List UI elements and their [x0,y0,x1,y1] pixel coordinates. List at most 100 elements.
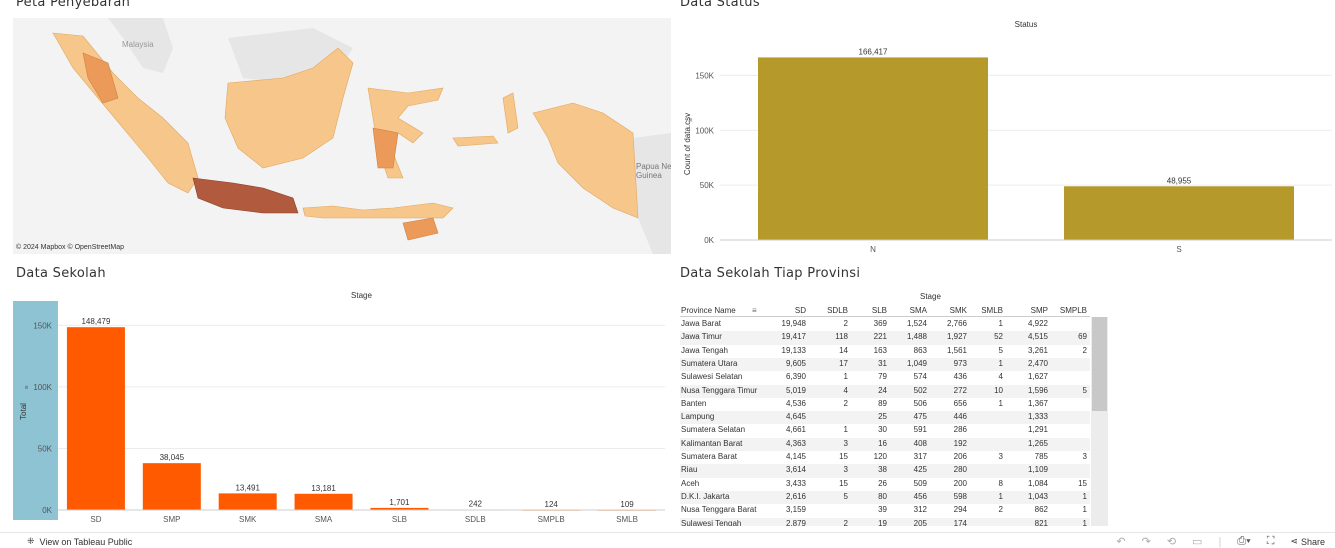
tableau-logo-icon: ⁜ [27,536,35,546]
x-tick-label: SMPLB [538,515,565,524]
value-cell: 3,261 [1027,345,1048,355]
value-cell: 3,433 [785,478,806,488]
chart-title: Stage [351,291,372,300]
view-on-tableau-link[interactable]: ⁜ View on Tableau Public [27,536,132,547]
redo-icon[interactable]: ↷ [1141,536,1151,548]
column-header[interactable]: SD [794,306,806,315]
table-row[interactable]: Sumatera Utara 9,605 17 31 1,049 973 1 2,470 [680,357,1090,372]
table-row[interactable]: Nusa Tenggara Timur 5,019 4 24 502 272 10 1,596… [680,384,1090,398]
bar[interactable] [218,493,277,510]
column-header[interactable]: SMLB [981,306,1003,315]
malaysia-label: Malaysia [122,40,154,49]
value-cell: 5 [843,491,848,501]
table-row[interactable]: Jawa Tengah 19,133 14 163 863 1,561 5 3,261 2 [680,345,1090,358]
value-cell: 52 [994,332,1003,342]
value-cell: 6,390 [785,372,806,382]
bar[interactable] [142,463,201,510]
table-row[interactable]: Sumatera Barat 4,145 15 120 317 206 3 785 3 [680,451,1090,464]
table-row[interactable]: Jawa Barat 19,948 2 369 1,524 2,766 1 4,922 [680,318,1090,331]
value-cell: 38 [878,465,887,475]
map-attribution[interactable]: © 2024 Mapbox © OpenStreetMap [16,244,124,251]
sumatera-utara-region[interactable] [82,52,119,104]
value-cell: 174 [953,518,967,527]
value-cell: 4,922 [1027,319,1048,328]
papua-region[interactable] [532,102,639,219]
map-canvas[interactable] [13,18,671,254]
value-cell: 1 [1082,505,1087,515]
province-table[interactable]: Stage Province Name SD SDLB SLB SMA SMK SMLB SM… [680,288,1110,526]
value-cell: 1 [843,372,848,382]
bar[interactable] [1064,186,1294,240]
column-header[interactable]: SMK [949,306,967,315]
bar-value-label: 166,417 [859,47,888,56]
nusa-tenggara-region[interactable] [302,202,454,219]
maluku-utara-region[interactable] [502,92,519,134]
province-name-cell: Banten [681,398,707,408]
indonesia-map[interactable]: Malaysia Papua Ne Guinea © 2024 Mapbox ©… [13,18,671,254]
bar[interactable] [66,327,125,510]
fullscreen-icon[interactable]: ⛶ [1266,535,1275,547]
value-cell: 2,879 [785,518,806,527]
y-tick-label: 100K [33,383,52,392]
sumatra-region[interactable] [52,32,199,194]
share-label: Share [1300,536,1325,547]
value-cell: 2 [843,319,848,328]
value-cell: 3,614 [785,465,806,475]
bar[interactable] [294,493,353,510]
sort-icon[interactable]: ≡ [24,385,31,389]
status-chart-svg[interactable]: Status 0K 50K 100K 150K Count of data.csv≡ 166… [680,18,1332,258]
value-cell: 206 [953,452,967,461]
table-row[interactable]: Nusa Tenggara Barat 3,159 39 312 294 2 862 1 [680,504,1090,517]
kalimantan-region[interactable] [224,47,354,169]
value-cell: 15 [839,478,848,488]
table-row[interactable]: Aceh 3,433 15 26 509 200 8 1,084 15 [680,478,1090,491]
table-scrollbar[interactable] [1091,317,1108,526]
value-cell: 506 [913,398,927,408]
value-cell: 25 [878,412,887,422]
column-header[interactable]: SMA [909,306,927,315]
value-cell: 446 [953,412,967,422]
share-button[interactable]: ⋖ Share [1290,536,1325,547]
column-header-province[interactable]: Province Name [681,306,736,315]
value-cell: 4,661 [785,425,806,435]
value-cell: 31 [878,358,887,368]
column-header[interactable]: SMP [1030,306,1048,315]
value-cell: 1,084 [1027,478,1048,488]
status-bar-chart[interactable]: Status 0K 50K 100K 150K Count of data.csv ≡ 166… [680,18,1332,258]
table-row[interactable]: Riau 3,614 3 38 425 280 1,109 [680,464,1090,478]
sulawesi-selatan-region[interactable] [372,127,399,169]
toolbar-divider: | [1218,535,1222,548]
value-cell: 1,291 [1027,425,1048,435]
value-cell: 1,265 [1027,438,1048,448]
table-row[interactable]: D.K.I. Jakarta 2,616 5 80 456 598 1 1,043 1 [680,490,1090,505]
column-header[interactable]: SLB [871,306,887,315]
pause-icon[interactable]: ▭ [1192,536,1203,548]
bar[interactable] [758,57,988,240]
table-row[interactable]: Sulawesi Selatan 6,390 1 79 574 436 4 1,627 [680,371,1090,384]
table-scrollbar-thumb[interactable] [1092,317,1107,411]
stage-bar-chart[interactable]: Stage 0K 50K 100K 150K Total ≡ 148,479 SD 38,045 S… [13,285,665,530]
table-row[interactable]: Lampung 4,645 25 475 446 1,333 [680,411,1090,425]
bar-value-label: 109 [620,500,634,509]
table-row[interactable]: Sumatera Selatan 4,661 1 30 591 286 1,291 [680,424,1090,437]
nusa-tenggara-timur-region[interactable] [402,217,439,241]
download-icon[interactable]: ⎙▾ [1237,535,1251,547]
java-region[interactable] [192,177,299,214]
revert-icon[interactable]: ⟲ [1166,536,1177,548]
table-row[interactable]: Jawa Timur 19,417 118 221 1,488 1,927 52 4,515 6… [680,331,1090,345]
table-row[interactable]: Banten 4,536 2 89 506 656 1 1,367 [680,398,1090,411]
column-header[interactable]: SMPLB [1059,306,1087,315]
undo-icon[interactable]: ↶ [1116,536,1126,548]
column-header[interactable]: SDLB [827,306,848,315]
value-cell: 19,948 [781,319,806,328]
value-cell: 39 [878,505,887,515]
sort-icon[interactable]: ≡ [752,306,757,315]
stage-chart-svg[interactable]: Stage 0K 50K 100K 150K Total ≡ 148,479 SD 38,045 S… [13,285,665,530]
sort-icon[interactable]: ≡ [688,118,695,122]
table-row[interactable]: Sulawesi Tengah 2,879 2 19 205 174 821 1 [680,517,1090,527]
province-name-cell: Jawa Barat [681,319,722,328]
maluku-region[interactable] [452,135,499,147]
bar[interactable] [370,507,429,510]
table-row[interactable]: Kalimantan Barat 4,363 3 16 408 192 1,265 [680,437,1090,451]
x-tick-label: SLB [392,515,407,524]
